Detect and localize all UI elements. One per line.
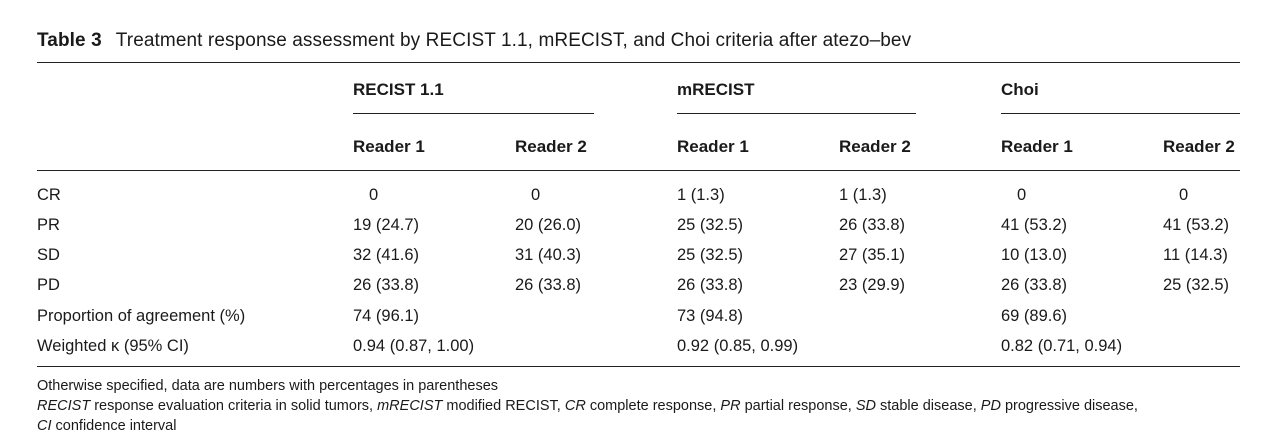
table-title: Treatment response assessment by RECIST … [115, 30, 912, 51]
abbr-def-mrecist: modified RECIST, [446, 398, 561, 414]
cell-sd-recist-r2: 31 (40.3) [515, 246, 582, 264]
abbr-term-pd: PD [980, 398, 1001, 414]
cell-agreement-choi: 69 (89.6) [1001, 307, 1068, 325]
cell-pd-mrecist-r1: 26 (33.8) [677, 276, 744, 294]
subheader-choi-reader-2: Reader 2 [1163, 137, 1235, 156]
cell-kappa-recist: 0.94 (0.87, 1.00) [353, 337, 475, 355]
group-header-recist: RECIST 1.1 [353, 80, 444, 99]
footnote-abbreviations: RECIST response evaluation criteria in s… [37, 398, 1242, 414]
abbr-term-ci: CI [37, 418, 52, 434]
cell-pd-recist-r1: 26 (33.8) [353, 276, 420, 294]
cell-pd-mrecist-r2: 23 (29.9) [839, 276, 906, 294]
group-rule-recist [353, 113, 594, 114]
group-rule-choi [1001, 113, 1240, 114]
cell-kappa-choi: 0.82 (0.71, 0.94) [1001, 337, 1123, 355]
subheader-choi-reader-1: Reader 1 [1001, 137, 1073, 156]
cell-sd-mrecist-r2: 27 (35.1) [839, 246, 906, 264]
cell-sd-choi-r2: 11 (14.3) [1163, 246, 1228, 264]
row-label-agreement: Proportion of agreement (%) [37, 307, 246, 325]
table-caption: Table 3 Treatment response assessment by … [37, 30, 911, 52]
row-label-sd: SD [37, 246, 60, 264]
cell-agreement-recist: 74 (96.1) [353, 307, 420, 325]
cell-pr-recist-r1: 19 (24.7) [353, 216, 420, 234]
abbr-def-pr: partial response, [744, 398, 852, 414]
abbr-def-pd: progressive disease, [1004, 398, 1138, 414]
cell-cr-recist-r1: 0 [369, 186, 379, 204]
cell-sd-choi-r1: 10 (13.0) [1001, 246, 1068, 264]
header-bottom-rule [37, 170, 1240, 171]
abbr-term-pr: PR [720, 398, 741, 414]
cell-pr-choi-r1: 41 (53.2) [1001, 216, 1068, 234]
abbr-term-recist: RECIST [37, 398, 91, 414]
cell-cr-recist-r2: 0 [531, 186, 541, 204]
cell-sd-recist-r1: 32 (41.6) [353, 246, 420, 264]
row-label-pr: PR [37, 216, 60, 234]
cell-pd-choi-r1: 26 (33.8) [1001, 276, 1068, 294]
abbr-def-ci: confidence interval [55, 418, 177, 434]
abbr-def-sd: stable disease, [880, 398, 977, 414]
cell-pd-recist-r2: 26 (33.8) [515, 276, 582, 294]
subheader-recist-reader-2: Reader 2 [515, 137, 587, 156]
cell-pr-choi-r2: 41 (53.2) [1163, 216, 1230, 234]
group-header-mrecist: mRECIST [677, 80, 755, 99]
group-rule-mrecist [677, 113, 916, 114]
cell-cr-mrecist-r2: 1 (1.3) [839, 186, 887, 204]
cell-cr-mrecist-r1: 1 (1.3) [677, 186, 725, 204]
cell-sd-mrecist-r1: 25 (32.5) [677, 246, 744, 264]
footnote-abbreviations-cont: CI confidence interval [37, 418, 176, 434]
table-label: Table 3 [37, 30, 102, 51]
row-label-pd: PD [37, 276, 60, 294]
abbr-term-mrecist: mRECIST [377, 398, 443, 414]
cell-cr-choi-r2: 0 [1179, 186, 1189, 204]
subheader-recist-reader-1: Reader 1 [353, 137, 425, 156]
cell-pd-choi-r2: 25 (32.5) [1163, 276, 1230, 294]
abbr-def-cr: complete response, [589, 398, 717, 414]
cell-agreement-mrecist: 73 (94.8) [677, 307, 744, 325]
cell-cr-choi-r1: 0 [1017, 186, 1027, 204]
abbr-term-cr: CR [564, 398, 586, 414]
group-header-choi: Choi [1001, 80, 1039, 99]
cell-pr-recist-r2: 20 (26.0) [515, 216, 582, 234]
footnote-data-format: Otherwise specified, data are numbers wi… [37, 378, 499, 394]
subheader-mrecist-reader-2: Reader 2 [839, 137, 911, 156]
row-label-cr: CR [37, 186, 61, 204]
cell-pr-mrecist-r2: 26 (33.8) [839, 216, 906, 234]
cell-kappa-mrecist: 0.92 (0.85, 0.99) [677, 337, 799, 355]
cell-pr-mrecist-r1: 25 (32.5) [677, 216, 744, 234]
table-bottom-rule [37, 366, 1240, 367]
abbr-term-sd: SD [855, 398, 876, 414]
row-label-kappa: Weighted κ (95% CI) [37, 337, 189, 355]
abbr-def-recist: response evaluation criteria in solid tu… [94, 398, 374, 414]
table-top-rule [37, 62, 1240, 63]
subheader-mrecist-reader-1: Reader 1 [677, 137, 749, 156]
